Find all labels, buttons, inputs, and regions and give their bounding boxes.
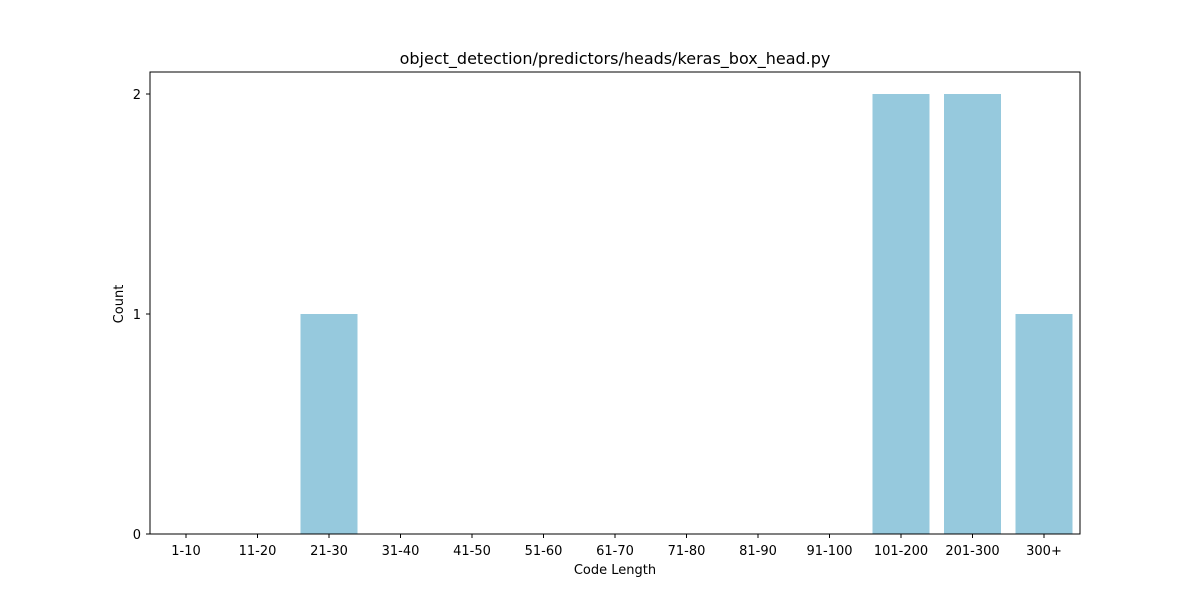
x-tick-label: 51-60 (525, 544, 563, 559)
bar-101-200 (872, 94, 930, 534)
x-tick-label: 81-90 (739, 544, 777, 559)
plot-frame (149, 71, 1081, 535)
bar-300+ (1015, 314, 1073, 534)
x-tick-label: 61-70 (596, 544, 634, 559)
x-axis-ticks: 1-10 11-20 21-30 31-40 41-50 51-60 61-70 71-80 8… (171, 534, 1062, 559)
x-tick-label: 41-50 (453, 544, 491, 559)
bars-group (300, 94, 1073, 534)
y-tick-label: 0 (133, 528, 141, 543)
x-tick-label: 101-200 (874, 544, 928, 559)
x-tick-label: 300+ (1026, 544, 1062, 559)
x-tick-label: 91-100 (806, 544, 852, 559)
x-tick-label: 21-30 (310, 544, 348, 559)
x-tick-label: 31-40 (382, 544, 420, 559)
y-axis-ticks: 0 1 2 (133, 88, 150, 543)
y-axis-label: Count (112, 285, 127, 324)
x-tick-label: 1-10 (171, 544, 201, 559)
y-tick-label: 2 (133, 88, 141, 103)
x-tick-label: 11-20 (239, 544, 277, 559)
bar-21-30 (300, 314, 358, 534)
x-tick-label: 71-80 (668, 544, 706, 559)
x-axis-label: Code Length (574, 563, 656, 578)
bar-201-300 (944, 94, 1001, 534)
x-tick-label: 201-300 (945, 544, 999, 559)
chart-title: object_detection/predictors/heads/keras_… (400, 49, 831, 69)
y-tick-label: 1 (133, 308, 141, 323)
